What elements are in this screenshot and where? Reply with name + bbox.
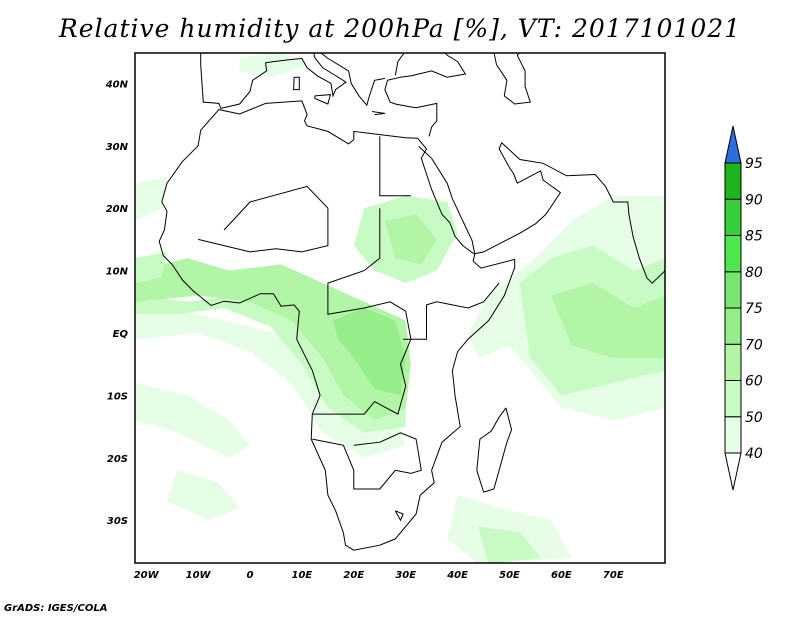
lon-label: 30E	[395, 570, 416, 581]
colorbar-swatch	[724, 235, 742, 273]
lon-label: 50E	[499, 570, 520, 581]
lon-label: 10W	[186, 570, 212, 581]
humidity-region	[551, 283, 665, 358]
axis-labels: 20W 10W 0 10E 20E 30E 40E 50E 60E 70E 40N 30N 20N 10N…	[105, 79, 624, 581]
coastline	[493, 53, 531, 105]
coastline	[403, 282, 500, 340]
coastline	[379, 136, 411, 197]
colorbar-label: 40	[745, 446, 763, 462]
lat-label: 30S	[107, 516, 128, 527]
humidity-region	[167, 470, 240, 521]
coastline	[314, 94, 332, 105]
colorbar-label: 95	[745, 156, 763, 172]
lat-label: 10N	[106, 267, 129, 278]
grads-credit: GrADS: IGES/COLA	[4, 603, 108, 614]
coastlines	[158, 53, 665, 551]
coastline	[418, 141, 665, 284]
humidity-region	[384, 214, 437, 265]
colorbar-swatch	[724, 343, 742, 381]
lon-label: 10E	[292, 570, 313, 581]
colorbar-label: 60	[745, 374, 763, 390]
humidity-region	[135, 177, 167, 221]
colorbar: 40 50 60 70 75 80 85 90 95	[724, 125, 763, 491]
humidity-region	[239, 53, 313, 78]
coastline	[371, 111, 385, 116]
coastline	[312, 208, 412, 415]
coastline	[384, 53, 467, 137]
colorbar-label: 50	[745, 410, 763, 426]
colorbar-under-arrow	[724, 452, 742, 491]
lon-label: 20W	[134, 570, 160, 581]
humidity-region	[447, 495, 572, 563]
coastline	[394, 53, 405, 76]
map-frame	[134, 52, 666, 564]
lat-label: 40N	[105, 79, 129, 90]
lon-label: 40E	[446, 570, 468, 581]
colorbar-swatch	[724, 271, 742, 309]
humidity-shading	[135, 53, 665, 563]
plot-title: Relative humidity at 200hPa [%], VT: 201…	[58, 14, 742, 43]
coastline	[320, 53, 385, 107]
lat-label: EQ	[113, 329, 129, 340]
coastline	[394, 510, 404, 522]
lat-label: 10S	[107, 391, 128, 402]
colorbar-swatch	[724, 162, 742, 200]
colorbar-over-arrow	[724, 125, 742, 164]
lon-label: 20E	[343, 570, 364, 581]
humidity-region	[135, 382, 250, 458]
colorbar-label: 80	[745, 265, 763, 281]
coastline	[293, 76, 300, 91]
colorbar-swatch	[724, 416, 742, 454]
colorbar-swatch	[724, 307, 742, 345]
coastline	[312, 432, 422, 490]
coastline	[158, 100, 516, 551]
lon-label: 60E	[551, 570, 572, 581]
lat-label: 20S	[107, 454, 128, 465]
lat-label: 20N	[106, 204, 129, 215]
lat-label: 30N	[106, 142, 129, 153]
colorbar-swatch	[724, 198, 742, 236]
humidity-region	[135, 308, 406, 458]
colorbar-label: 70	[745, 337, 763, 353]
humidity-region	[135, 251, 167, 284]
colorbar-label: 75	[745, 301, 763, 317]
coastline	[476, 407, 513, 493]
lon-label: 70E	[603, 570, 624, 581]
lon-label: 0	[247, 570, 254, 581]
colorbar-swatch	[724, 380, 742, 418]
colorbar-label: 90	[745, 192, 763, 208]
humidity-region	[478, 526, 541, 563]
coastline	[197, 185, 329, 253]
coastline	[200, 53, 347, 109]
humidity-region	[333, 308, 406, 396]
humidity-region	[135, 258, 411, 421]
colorbar-label: 85	[745, 229, 763, 245]
